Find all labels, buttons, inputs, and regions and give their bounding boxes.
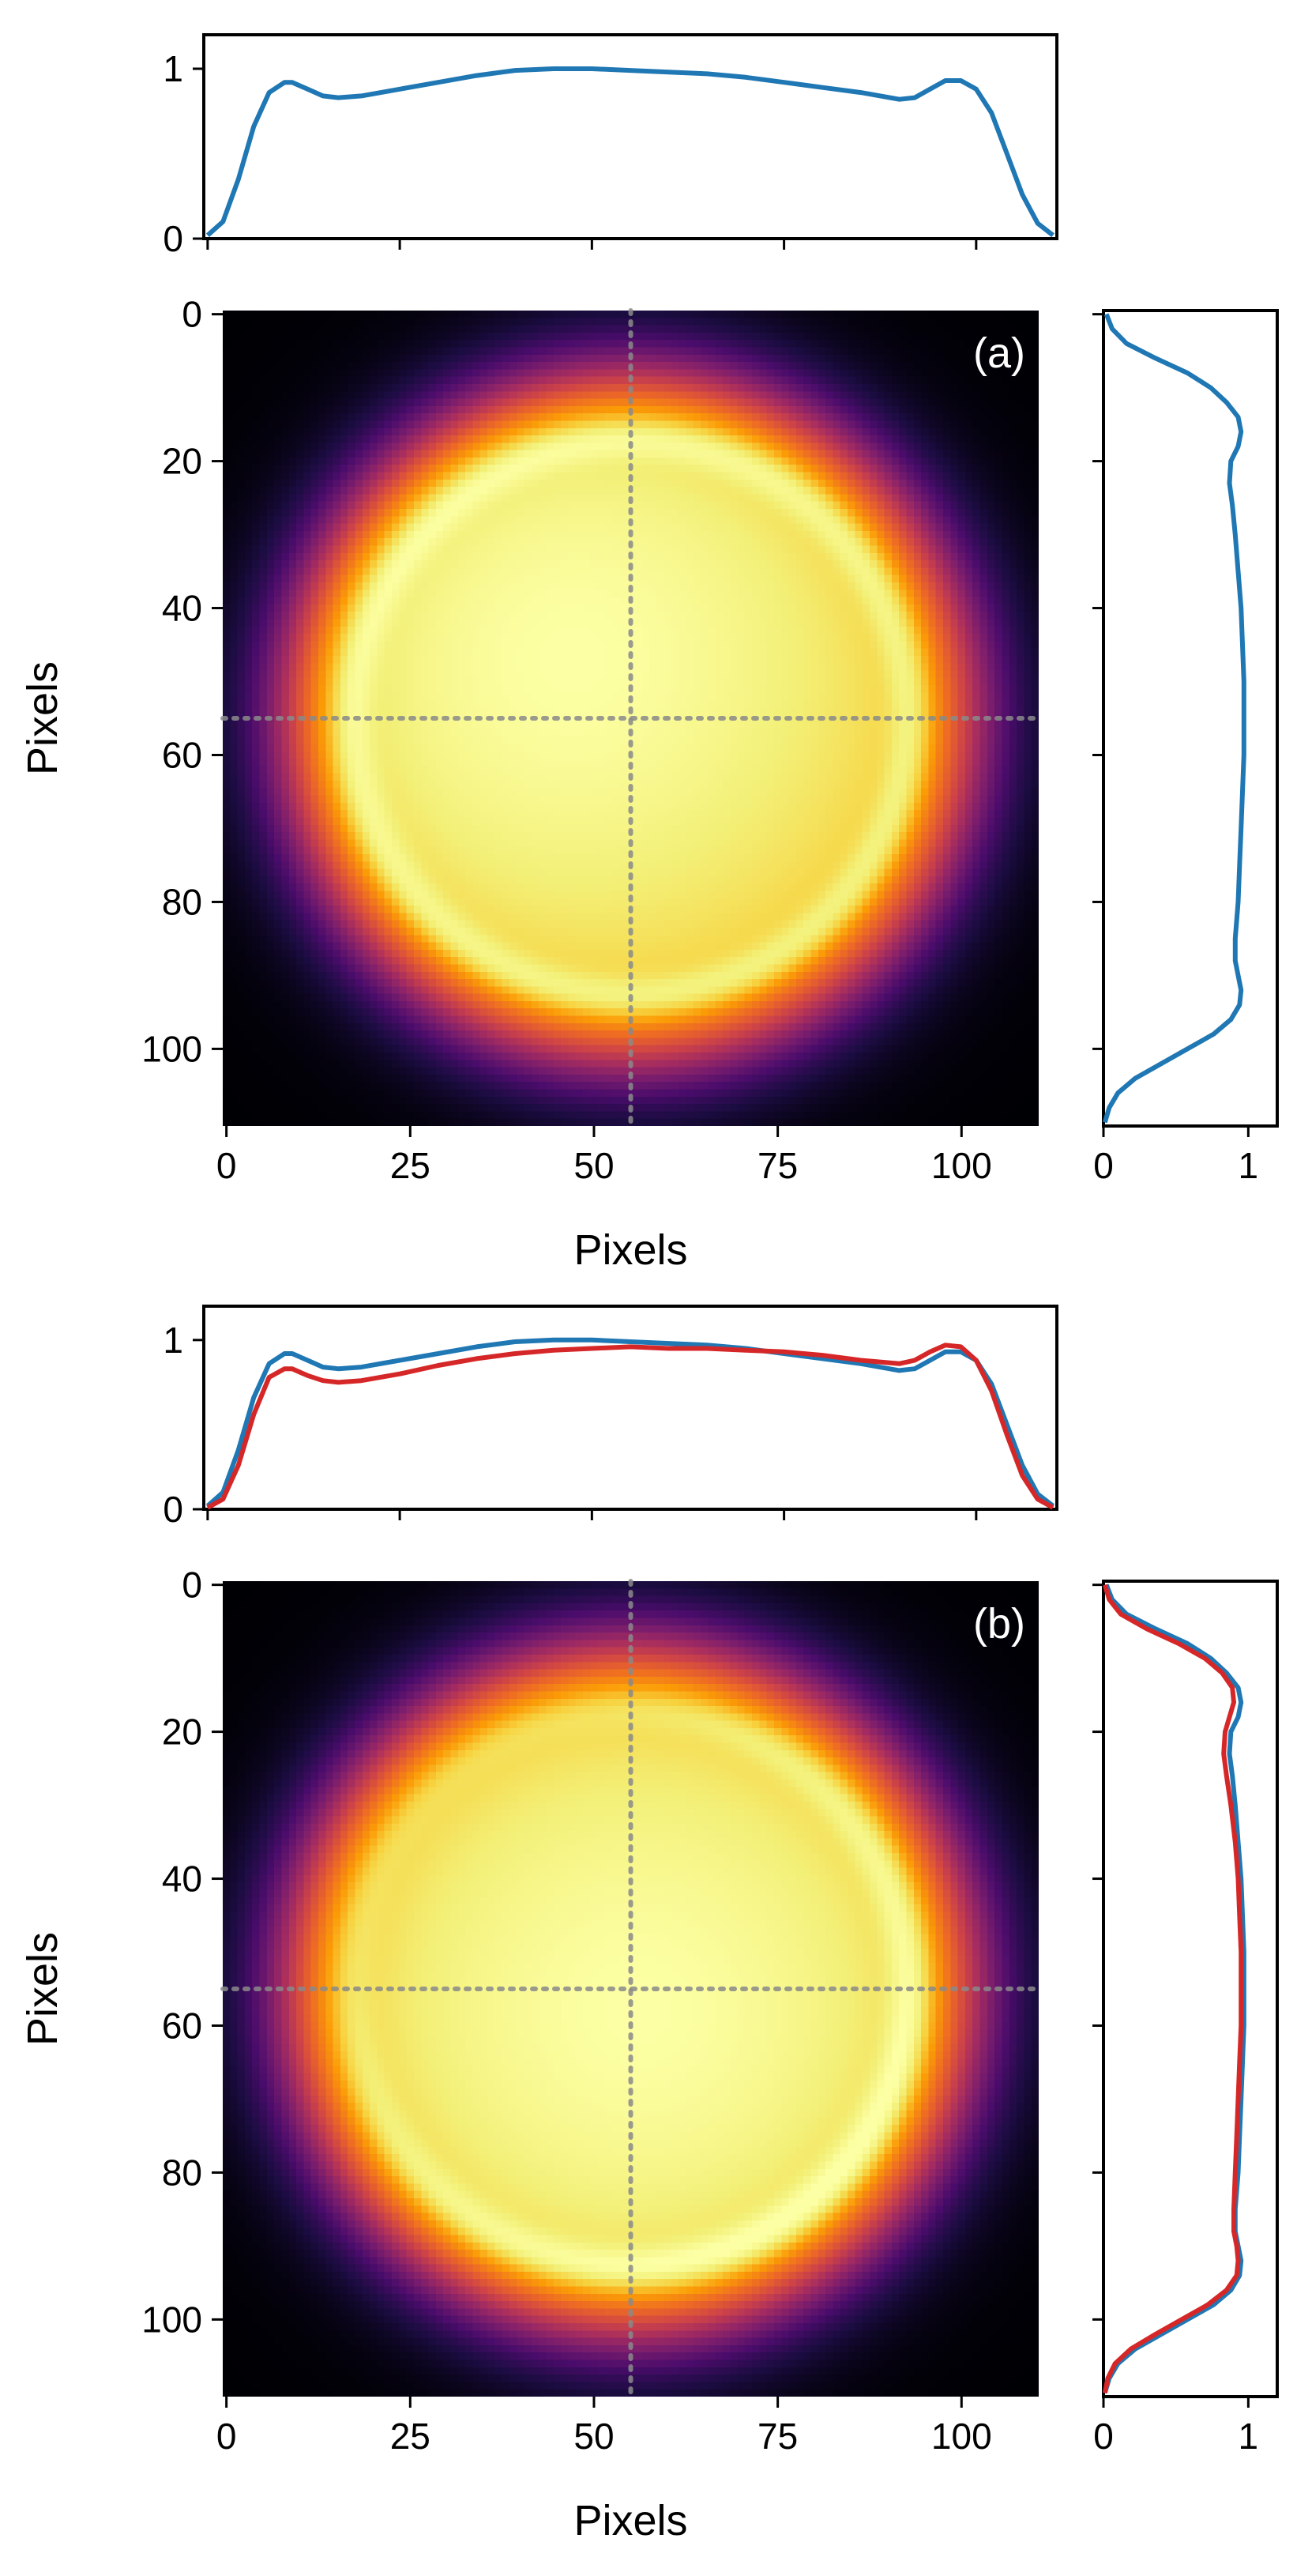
right-profile-frame bbox=[1102, 309, 1279, 1128]
top-y-tick-label: 1 bbox=[163, 1320, 183, 1361]
y-tick-label: 100 bbox=[141, 1028, 202, 1069]
y-tick-label: 40 bbox=[162, 588, 202, 629]
right-x-tick-label: 1 bbox=[1239, 1145, 1259, 1186]
y-tick-label: 0 bbox=[182, 294, 202, 335]
x-tick-label: 50 bbox=[573, 1145, 614, 1186]
x-tick-label: 25 bbox=[390, 1145, 430, 1186]
right-profile-line-measured bbox=[1102, 1584, 1246, 2394]
x-tick-label: 75 bbox=[758, 1145, 798, 1186]
top-y-tick-label: 0 bbox=[163, 1489, 183, 1530]
right-x-tick-label: 0 bbox=[1093, 2416, 1114, 2457]
right-x-tick-label: 1 bbox=[1239, 2416, 1259, 2457]
top-y-tick-label: 0 bbox=[163, 218, 183, 259]
right-profile-line-reconstructed bbox=[1102, 1584, 1244, 2393]
x-tick-label: 75 bbox=[758, 2416, 798, 2457]
y-tick-label: 60 bbox=[162, 734, 202, 775]
top-profile-line-measured bbox=[205, 66, 1054, 238]
right-profile-line-measured bbox=[1102, 313, 1246, 1124]
top-profile-frame bbox=[202, 33, 1058, 240]
x-axis-label: Pixels bbox=[573, 2497, 687, 2544]
y-tick-label: 80 bbox=[162, 2152, 202, 2193]
x-tick-label: 0 bbox=[216, 1145, 237, 1186]
top-y-tick-label: 1 bbox=[163, 48, 183, 89]
right-x-tick-label: 0 bbox=[1093, 1145, 1114, 1186]
x-tick-label: 50 bbox=[573, 2416, 614, 2457]
top-profile-line-measured bbox=[205, 1337, 1054, 1508]
y-tick-label: 80 bbox=[162, 881, 202, 922]
panel-b: 0 25 50 75 100 0 20 40 60 80 100 Pixels Pixels (b) 0 1 0… bbox=[19, 1305, 1279, 2544]
y-axis-label: Pixels bbox=[19, 1932, 66, 2046]
y-tick-label: 60 bbox=[162, 2005, 202, 2046]
top-profile-frame bbox=[202, 1305, 1058, 1511]
y-tick-label: 40 bbox=[162, 1859, 202, 1900]
x-axis-label: Pixels bbox=[573, 1226, 687, 1274]
y-tick-label: 20 bbox=[162, 1712, 202, 1753]
x-tick-label: 0 bbox=[216, 2416, 237, 2457]
top-profile-line-reconstructed bbox=[206, 1343, 1054, 1510]
y-axis-label: Pixels bbox=[19, 661, 66, 775]
y-tick-label: 0 bbox=[182, 1565, 202, 1606]
right-profile-frame bbox=[1102, 1580, 1279, 2398]
x-tick-label: 100 bbox=[931, 1145, 992, 1186]
x-tick-label: 100 bbox=[931, 2416, 992, 2457]
panel-label: (a) bbox=[973, 330, 1025, 377]
y-tick-label: 20 bbox=[162, 441, 202, 482]
panel-label: (b) bbox=[973, 1600, 1025, 1648]
x-tick-label: 25 bbox=[390, 2416, 430, 2457]
y-tick-label: 100 bbox=[141, 2299, 202, 2340]
panel-a: 0 25 50 75 100 0 20 40 60 80 100 Pixels Pixels (a) 0 1 0… bbox=[19, 33, 1279, 1274]
